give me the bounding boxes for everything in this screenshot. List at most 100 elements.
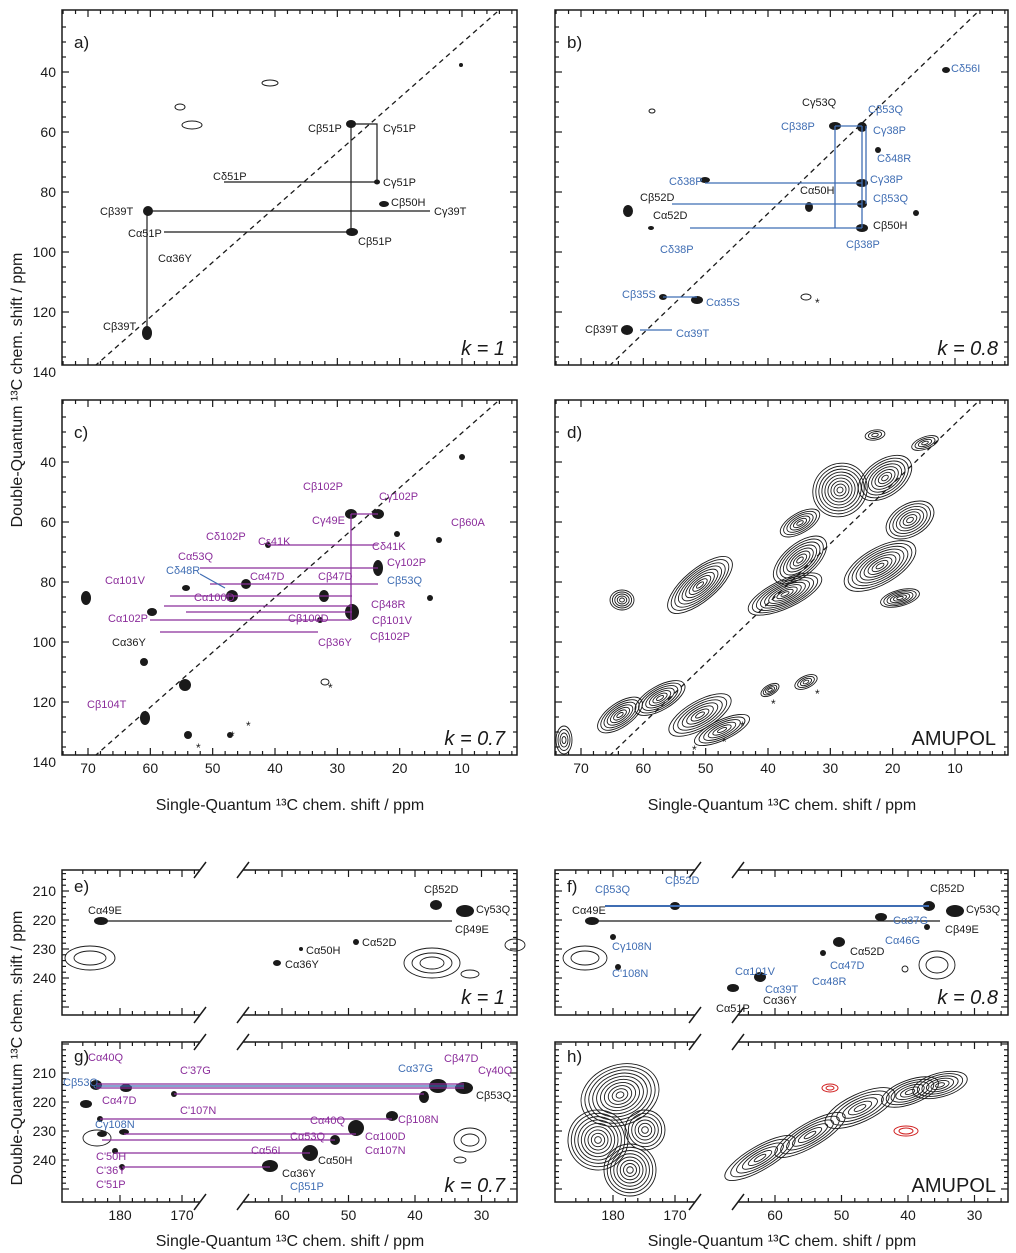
contour-line — [695, 581, 705, 589]
contour-line — [698, 716, 746, 744]
panel-e-tag: e) — [74, 877, 89, 896]
y-axis-label-top: Double-Quantum ¹³C chem. shift / ppm — [9, 253, 26, 528]
contour-line — [824, 1087, 896, 1129]
panel-a-plot: Cβ51P Cγ51P Cδ51P Cγ51P Cβ50H Cβ39T Cγ39… — [94, 10, 501, 365]
contour-line — [889, 503, 931, 537]
contour-line — [751, 574, 819, 614]
label-g-cb108n: Cβ108N — [398, 1114, 439, 1126]
contour-line — [623, 1163, 637, 1177]
label-b-cb53q-2: Cβ53Q — [873, 193, 909, 205]
contour-line — [686, 705, 714, 725]
label-c-cb102p-2: Cβ102P — [370, 631, 410, 643]
axis-break-mark — [688, 1006, 702, 1024]
label-f-cb49e: Cβ49E — [945, 924, 979, 936]
label-b-cb38p-2: Cβ38P — [846, 239, 880, 251]
label-c-cb53q: Cβ53Q — [387, 575, 423, 587]
x-tick-label: 50 — [205, 760, 221, 776]
contour-line — [843, 540, 917, 592]
contour-line — [587, 1129, 609, 1151]
contour-line — [864, 460, 906, 496]
x-tick-label: 60 — [767, 1207, 783, 1223]
contour-line — [904, 1089, 916, 1095]
label-c-cb104t: Cβ104T — [87, 699, 127, 711]
contour-line — [584, 1066, 656, 1124]
panel-h-left-frame — [554, 1041, 695, 1203]
contour-line — [779, 541, 821, 579]
contour-line — [847, 543, 913, 589]
contour-line — [584, 1126, 612, 1154]
x-axis-label-c: Single-Quantum ¹³C chem. shift / ppm — [156, 797, 425, 814]
contour-line — [880, 588, 920, 608]
contour-line — [786, 1119, 834, 1151]
contour-line — [741, 1146, 779, 1170]
panel-d-k: AMUPOL — [912, 728, 996, 750]
x-tick-label: 50 — [698, 760, 714, 776]
label-g-ca40q-2: Cα40Q — [310, 1115, 346, 1127]
label-c-cd48r: Cδ48R — [166, 565, 200, 577]
label-g-ca37g: Cα37G — [398, 1063, 433, 1075]
contour-line — [600, 1078, 640, 1112]
y-tick-label: 240 — [33, 970, 57, 986]
contour-line — [567, 1109, 629, 1171]
contour-line — [613, 1153, 647, 1187]
label-g-ca40q: Cα40Q — [88, 1052, 124, 1064]
label-f-ca51p: Cα51P — [716, 1003, 750, 1015]
y-tick-label: 100 — [33, 244, 57, 260]
contour-line — [861, 457, 909, 499]
label-c-ca53q: Cα53Q — [178, 551, 214, 563]
label-g-c36y: C'36Y — [96, 1165, 126, 1177]
contour-line — [603, 1082, 637, 1108]
x-tick-label: 170 — [663, 1207, 687, 1223]
x-tick-label: 30 — [823, 760, 839, 776]
label-f-ca36y: Cα36Y — [763, 995, 798, 1007]
panel-a — [61, 9, 518, 366]
x-tick-label: 170 — [170, 1207, 194, 1223]
panel-a-tag: a) — [74, 33, 89, 52]
contour-line — [836, 1093, 884, 1123]
label-f-ca48r: Cα48R — [812, 976, 847, 988]
label-f-ca47d: Cα47D — [830, 960, 865, 972]
axis-break-mark — [236, 861, 250, 879]
y-tick-label: 220 — [33, 1094, 57, 1110]
label-b-cb35s: Cβ35S — [622, 289, 656, 301]
contour-line — [760, 682, 780, 698]
label-f-cb52d-2: Cβ52D — [930, 883, 965, 895]
contour-line — [925, 1077, 955, 1093]
y-tick-label: 230 — [33, 941, 57, 957]
label-e-cb49e: Cβ49E — [455, 924, 489, 936]
contour-line — [886, 591, 914, 605]
label-a-cg51p: Cγ51P — [383, 123, 416, 135]
label-e-cb52d: Cβ52D — [424, 884, 459, 896]
contour-line — [703, 719, 741, 741]
x-tick-label: 40 — [900, 1207, 916, 1223]
axis-break-mark — [236, 1033, 250, 1051]
contour-line — [863, 554, 897, 578]
x-tick-label: 50 — [834, 1207, 850, 1223]
panel-f-tag: f) — [567, 877, 577, 896]
artifact-star: * — [328, 681, 333, 695]
label-f-cg108n: Cγ108N — [612, 941, 652, 953]
contour-line — [606, 1146, 654, 1194]
label-b-cg38p-2: Cγ38P — [870, 174, 903, 186]
label-a-cd51p: Cδ51P — [213, 171, 247, 183]
artifact-star: * — [815, 296, 820, 310]
contour-line — [847, 1100, 873, 1116]
label-e-ca50h: Cα50H — [306, 945, 341, 957]
label-c-cg102p: Cγ102P — [379, 491, 418, 503]
contour-line — [634, 1119, 656, 1141]
contour-line — [802, 679, 810, 685]
contour-line — [782, 544, 818, 576]
contour-line — [559, 732, 569, 748]
panel-g-k: k = 0.7 — [444, 1175, 505, 1197]
contour-line — [557, 729, 571, 751]
contour-line — [764, 581, 806, 607]
label-g-ca36y: Cα36Y — [282, 1168, 317, 1180]
contour-line — [890, 1081, 930, 1103]
contour-line — [619, 1159, 641, 1181]
contour-line — [783, 510, 817, 536]
contour-line — [895, 1083, 925, 1101]
contour-line — [859, 551, 901, 581]
y-tick-label: 210 — [33, 1065, 57, 1081]
contour-line — [577, 1119, 619, 1161]
contour-line — [797, 1127, 823, 1143]
